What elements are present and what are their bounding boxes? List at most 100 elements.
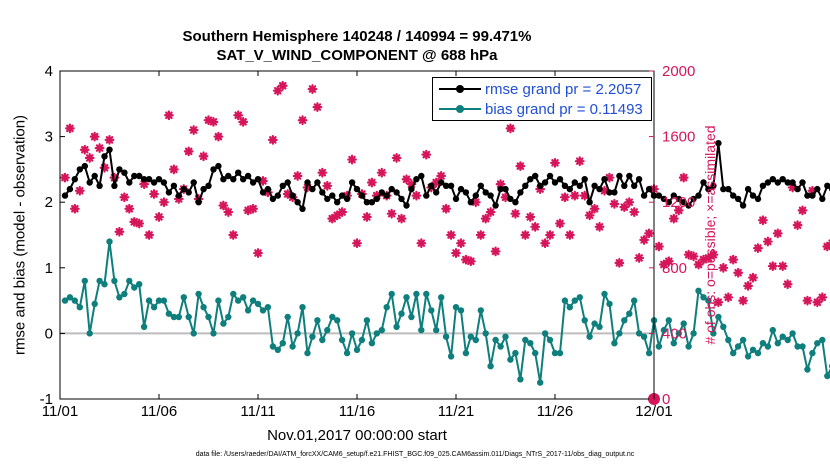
obs-assimilated-point xyxy=(545,230,555,240)
obs-assimilated-point xyxy=(777,261,788,272)
bias-point xyxy=(685,343,692,350)
obs-assimilated-point xyxy=(94,143,105,153)
bias-point xyxy=(467,333,474,340)
obs-assimilated-point xyxy=(465,256,476,267)
bias-point xyxy=(66,294,74,301)
rmse-point xyxy=(675,195,682,203)
chart-title-line2: SAT_V_WIND_COMPONENT @ 688 hPa xyxy=(216,47,498,64)
rmse-point xyxy=(467,199,474,206)
obs-assimilated-point xyxy=(421,149,432,160)
obs-assimilated-point xyxy=(817,292,828,303)
rmse-point xyxy=(502,185,509,193)
obs-assimilated-point xyxy=(574,156,585,167)
rmse-point xyxy=(91,172,98,180)
rmse-point xyxy=(779,176,786,183)
bias-point xyxy=(655,343,663,350)
bias-point xyxy=(616,330,623,337)
obs-assimilated-point xyxy=(69,203,80,214)
rmse-point xyxy=(635,176,643,183)
bias-point xyxy=(546,336,554,344)
bias-point xyxy=(631,297,638,304)
rmse-point xyxy=(442,182,450,189)
bias-point xyxy=(71,297,79,304)
bias-point xyxy=(338,336,346,344)
rmse-point xyxy=(645,185,653,193)
rmse-point xyxy=(621,182,628,189)
bias-point xyxy=(596,323,603,330)
bias-point xyxy=(393,323,400,330)
rmse-point xyxy=(819,195,826,203)
obs-assimilated-point xyxy=(451,248,461,258)
bias-point xyxy=(200,304,207,311)
bias-point xyxy=(428,307,435,314)
obs-assimilated-point xyxy=(708,249,719,260)
bias-point xyxy=(348,330,356,337)
obs-assimilated-point xyxy=(753,243,763,254)
rmse-point xyxy=(566,185,573,193)
bias-point xyxy=(383,304,390,311)
obs-assimilated-point xyxy=(470,197,481,208)
bias-point xyxy=(507,356,514,363)
bias-point xyxy=(705,297,712,304)
bias-point xyxy=(809,349,816,357)
rmse-point xyxy=(640,192,648,199)
obs-assimilated-point xyxy=(525,212,536,222)
bias-point xyxy=(136,281,143,288)
rmse-point xyxy=(101,153,108,160)
obs-assimilated-point xyxy=(718,262,729,273)
obs-assimilated-point xyxy=(589,203,600,214)
rmse-point xyxy=(136,172,143,180)
rmse-point xyxy=(329,192,336,199)
rmse-point xyxy=(71,176,79,183)
rmse-point xyxy=(220,176,227,183)
rmse-point xyxy=(670,192,677,199)
rmse-point xyxy=(279,182,286,189)
bias-point xyxy=(254,300,262,308)
rmse-point xyxy=(244,172,252,180)
bias-point xyxy=(433,326,440,334)
bias-point xyxy=(571,297,578,304)
legend-bias-swatch xyxy=(439,105,481,113)
obs-assimilated-point xyxy=(609,198,620,209)
bias-point xyxy=(472,336,479,344)
rmse-point xyxy=(418,172,425,180)
obs-assimilated-point xyxy=(362,212,372,222)
bias-point xyxy=(541,330,549,337)
rmse-point xyxy=(487,192,494,199)
obs-assimilated-point xyxy=(767,261,778,272)
rmse-point xyxy=(774,179,781,186)
rmse-point xyxy=(660,195,668,203)
rmse-point xyxy=(86,179,93,186)
obs-assimilated-point xyxy=(644,228,654,239)
rmse-point xyxy=(210,166,217,173)
bias-point xyxy=(185,313,192,321)
bias-point xyxy=(819,336,826,344)
rmse-point xyxy=(215,162,222,170)
rmse-point xyxy=(744,185,752,193)
obs-assimilated-point xyxy=(614,257,625,268)
rmse-point xyxy=(754,195,762,203)
rmse-point xyxy=(527,176,534,183)
bias-point xyxy=(329,313,336,321)
bias-point xyxy=(621,317,628,324)
obs-assimilated-point xyxy=(510,208,521,219)
bias-point xyxy=(150,304,158,311)
bias-point xyxy=(561,297,569,304)
rmse-point xyxy=(611,189,618,196)
obs-assimilated-point xyxy=(159,197,169,208)
bias-point xyxy=(497,343,504,350)
rmse-point xyxy=(383,192,390,199)
obs-assimilated-point xyxy=(475,230,486,240)
obs-assimilated-point xyxy=(757,215,768,226)
chart-title-line1: Southern Hemisphere 140248 / 140994 = 99… xyxy=(182,28,532,45)
obs-assimilated-point xyxy=(292,171,303,181)
bias-point xyxy=(76,304,84,311)
rmse-point xyxy=(126,179,133,186)
obs-assimilated-point xyxy=(60,172,70,183)
rmse-point xyxy=(249,179,257,186)
bias-point xyxy=(388,290,395,298)
rmse-point xyxy=(66,185,74,193)
y-tick-label-right: 1200 xyxy=(662,194,695,211)
obs-assimilated-point xyxy=(79,144,90,155)
obs-assimilated-point xyxy=(762,236,773,247)
